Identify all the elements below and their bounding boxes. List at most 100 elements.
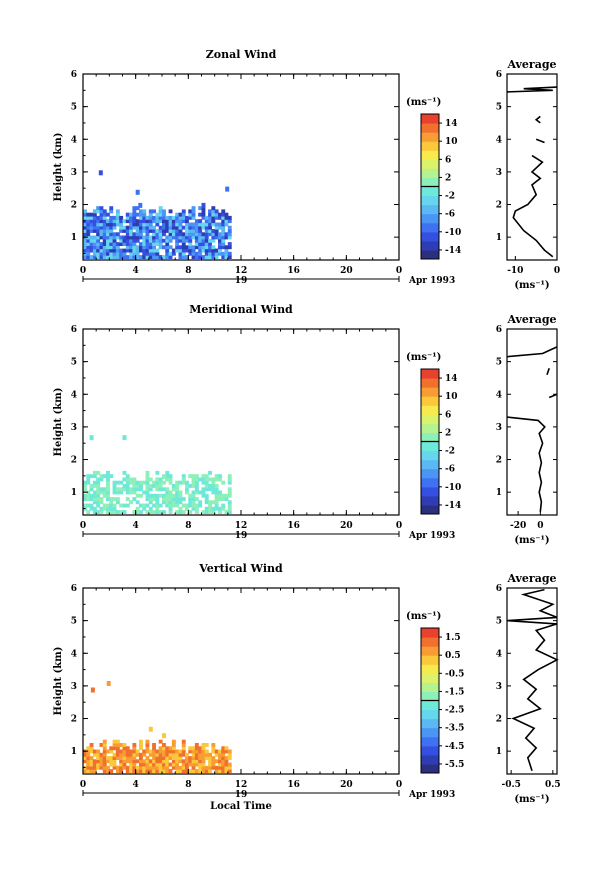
heatmap-cell [198,255,203,259]
heatmap-cell [168,232,173,237]
heatmap-cell [218,251,222,256]
heatmap-cell [129,749,133,754]
heatmap-cell [201,235,206,240]
heatmap-cell [204,487,209,492]
heatmap-cell [115,215,120,220]
heatmap-cell [112,242,117,246]
heatmap-cell [175,759,180,764]
heatmap-cell [165,756,170,760]
heatmap-cell [125,487,130,492]
heatmap-cell [185,762,189,767]
heatmap-cell [191,225,196,230]
heatmap-cell [148,506,153,511]
heatmap-cell [158,215,163,220]
heatmap-cell [152,749,156,754]
heatmap-cell [115,756,120,760]
heatmap-cell [135,212,140,217]
heatmap-cell [122,225,127,230]
heatmap-cell [188,242,193,246]
colorbar-swatch [421,718,439,729]
heatmap-cell [194,506,199,511]
heatmap-cell [83,503,87,508]
heatmap-cell [175,769,180,773]
heatmap-cell [201,759,206,764]
heatmap-cell [221,238,226,243]
colorbar-swatch [421,195,439,206]
heatmap-cell [175,497,180,501]
average-title: Average [506,313,556,326]
heatmap-cell [99,762,104,767]
y-tick-label: 2 [71,456,77,466]
heatmap-cell [165,245,170,250]
heatmap-cell [112,503,117,508]
heatmap-cell [158,480,163,485]
heatmap-cell [171,493,176,498]
colorbar-tick-label: 10 [445,137,458,147]
heatmap-cell [106,474,110,479]
heatmap-cell [178,248,183,253]
heatmap-cell [152,759,156,764]
heatmap-cell [96,232,101,237]
heatmap-cell [96,756,101,760]
heatmap-cell [119,242,124,246]
colorbar-tick-label: 14 [445,119,458,129]
heatmap-cell [208,477,212,482]
heatmap-cell [178,490,183,495]
heatmap-cell [175,487,180,492]
heatmap-cell [92,222,97,227]
heatmap-cell [188,762,193,767]
heatmap-cell [89,743,94,747]
heatmap-cell [208,229,212,233]
heatmap-cell [89,222,94,227]
heatmap-cell [158,749,163,754]
heatmap-cell [181,219,186,224]
heatmap-cell [175,242,180,246]
heatmap-cell [135,484,140,488]
heatmap-cell [99,743,104,747]
heatmap-cell [198,500,203,505]
average-y-tick-label: 2 [496,715,502,725]
colorbar-swatch [421,504,439,515]
heatmap-cell [211,765,216,770]
heatmap-cell [198,762,203,767]
heatmap-cell [106,480,110,485]
heatmap-cell [165,477,170,482]
heatmap-cell [139,765,143,770]
heatmap-cell [168,235,173,240]
heatmap-cell [227,225,232,230]
colorbar-swatch [421,754,439,765]
heatmap-cell [102,251,107,256]
heatmap-cell [112,225,117,230]
heatmap-cell [168,219,173,224]
heatmap-cell [89,769,94,773]
heatmap-cell [142,212,147,217]
heatmap-cell [168,480,173,485]
heatmap-cell [181,759,186,764]
heatmap-cell [211,749,216,754]
heatmap-cell [139,245,143,250]
panel-title: Vertical Wind [198,562,283,575]
heatmap-cell [168,477,173,482]
heatmap-cell [168,746,173,751]
heatmap-cell [198,235,203,240]
heatmap-cell [168,503,173,508]
heatmap-cell [132,746,137,751]
heatmap-cell [148,242,153,246]
heatmap-cell [145,490,150,495]
heatmap-cell [125,759,130,764]
heatmap-cell [145,497,150,501]
heatmap-cell [89,506,94,511]
heatmap-cell [152,743,156,747]
heatmap-cell [145,749,150,754]
heatmap-cell [152,480,156,485]
heatmap-cell [102,255,107,259]
heatmap-cell [96,245,101,250]
colorbar-swatch [421,664,439,674]
heatmap-cell [112,232,117,237]
average-profile-line [548,393,558,399]
heatmap-cell [194,749,199,754]
heatmap-cell [194,251,199,256]
heatmap-cell [218,765,222,770]
heatmap-cell [191,756,196,760]
heatmap-cell [227,503,232,508]
